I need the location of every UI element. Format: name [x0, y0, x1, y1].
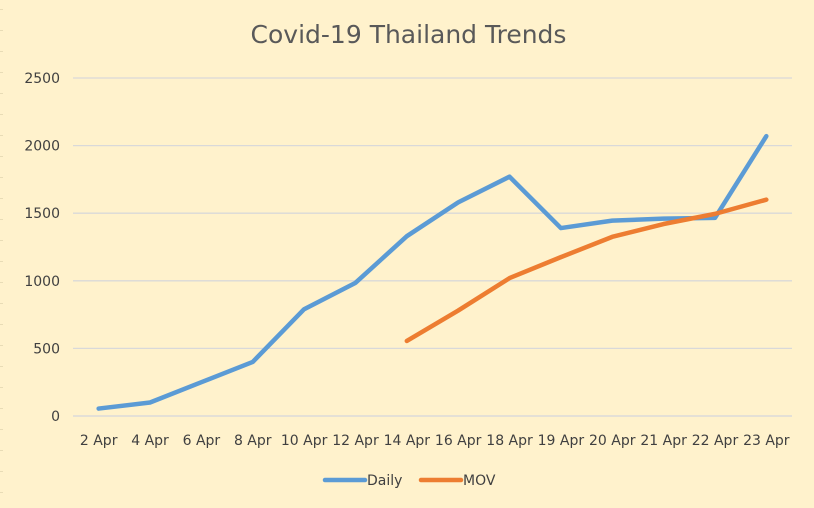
x-tick-label: 20 Apr: [589, 433, 636, 449]
series-line-mov: [404, 197, 769, 344]
y-tick-label: 1000: [24, 274, 60, 290]
legend-label-daily: Daily: [367, 473, 402, 489]
y-tick-label: 2500: [24, 71, 60, 87]
x-tick-label: 18 Apr: [486, 433, 533, 449]
x-tick-label: 6 Apr: [183, 433, 221, 449]
line-chart: 0 500 1000 1500 2000 2500 2 Apr 4 Apr 6 Apr 8 Apr…: [24, 71, 792, 489]
x-tick-label: 16 Apr: [435, 433, 482, 449]
y-tick-label: 0: [51, 409, 60, 425]
x-tick-label: 12 Apr: [332, 433, 379, 449]
x-tick-label: 23 Apr: [743, 433, 790, 449]
x-tick-label: 14 Apr: [384, 433, 431, 449]
y-tick-label: 2000: [24, 139, 60, 155]
x-tick-label: 22 Apr: [692, 433, 739, 449]
x-tick-label: 8 Apr: [234, 433, 272, 449]
chart-area[interactable]: Covid-19 Thailand Trends 0 500 1000 1500 200…: [3, 0, 814, 508]
x-tick-label: 19 Apr: [538, 433, 585, 449]
x-tick-label: 2 Apr: [80, 433, 118, 449]
chart-title: Covid-19 Thailand Trends: [250, 20, 567, 49]
y-tick-label: 500: [33, 341, 60, 357]
y-tick-label: 1500: [24, 206, 60, 222]
x-tick-label: 10 Apr: [281, 433, 328, 449]
x-tick-label: 4 Apr: [131, 433, 169, 449]
x-tick-label: 21 Apr: [640, 433, 687, 449]
legend-label-mov: MOV: [463, 473, 496, 489]
series-line-daily: [96, 133, 769, 411]
